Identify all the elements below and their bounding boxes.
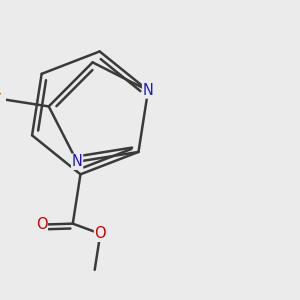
Text: N: N xyxy=(142,83,154,98)
Text: O: O xyxy=(36,217,47,232)
Text: Br: Br xyxy=(0,90,2,105)
Text: O: O xyxy=(94,226,106,241)
Text: N: N xyxy=(72,154,83,169)
